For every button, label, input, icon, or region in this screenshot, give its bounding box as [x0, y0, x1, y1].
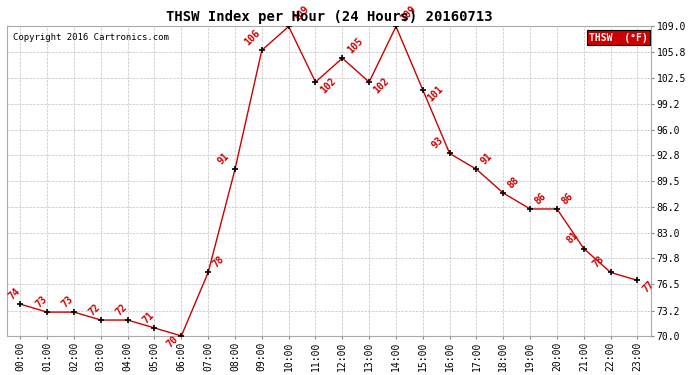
Text: 73: 73: [33, 294, 49, 309]
Text: 78: 78: [211, 254, 226, 270]
Text: 70: 70: [165, 334, 180, 350]
Text: 86: 86: [560, 191, 575, 206]
Text: THSW  (°F): THSW (°F): [589, 33, 648, 43]
Text: 72: 72: [87, 302, 102, 317]
Text: 102: 102: [318, 76, 338, 96]
Title: THSW Index per Hour (24 Hours) 20160713: THSW Index per Hour (24 Hours) 20160713: [166, 10, 492, 24]
Text: 86: 86: [533, 191, 549, 206]
Text: 73: 73: [60, 294, 75, 309]
Text: 91: 91: [215, 151, 231, 166]
Text: 81: 81: [564, 231, 580, 246]
Text: 101: 101: [426, 84, 445, 104]
Text: 106: 106: [242, 28, 262, 48]
Text: 88: 88: [506, 175, 522, 190]
Text: 93: 93: [430, 135, 446, 151]
Text: 77: 77: [640, 279, 656, 294]
Text: 105: 105: [345, 36, 364, 56]
Text: 109: 109: [399, 4, 418, 24]
Text: 71: 71: [141, 310, 156, 325]
Text: 109: 109: [291, 4, 311, 24]
Text: Copyright 2016 Cartronics.com: Copyright 2016 Cartronics.com: [13, 33, 169, 42]
Text: 91: 91: [480, 151, 495, 166]
Text: 72: 72: [114, 302, 129, 317]
Text: 74: 74: [6, 286, 22, 302]
Text: 102: 102: [372, 76, 391, 96]
Text: 78: 78: [591, 254, 607, 270]
